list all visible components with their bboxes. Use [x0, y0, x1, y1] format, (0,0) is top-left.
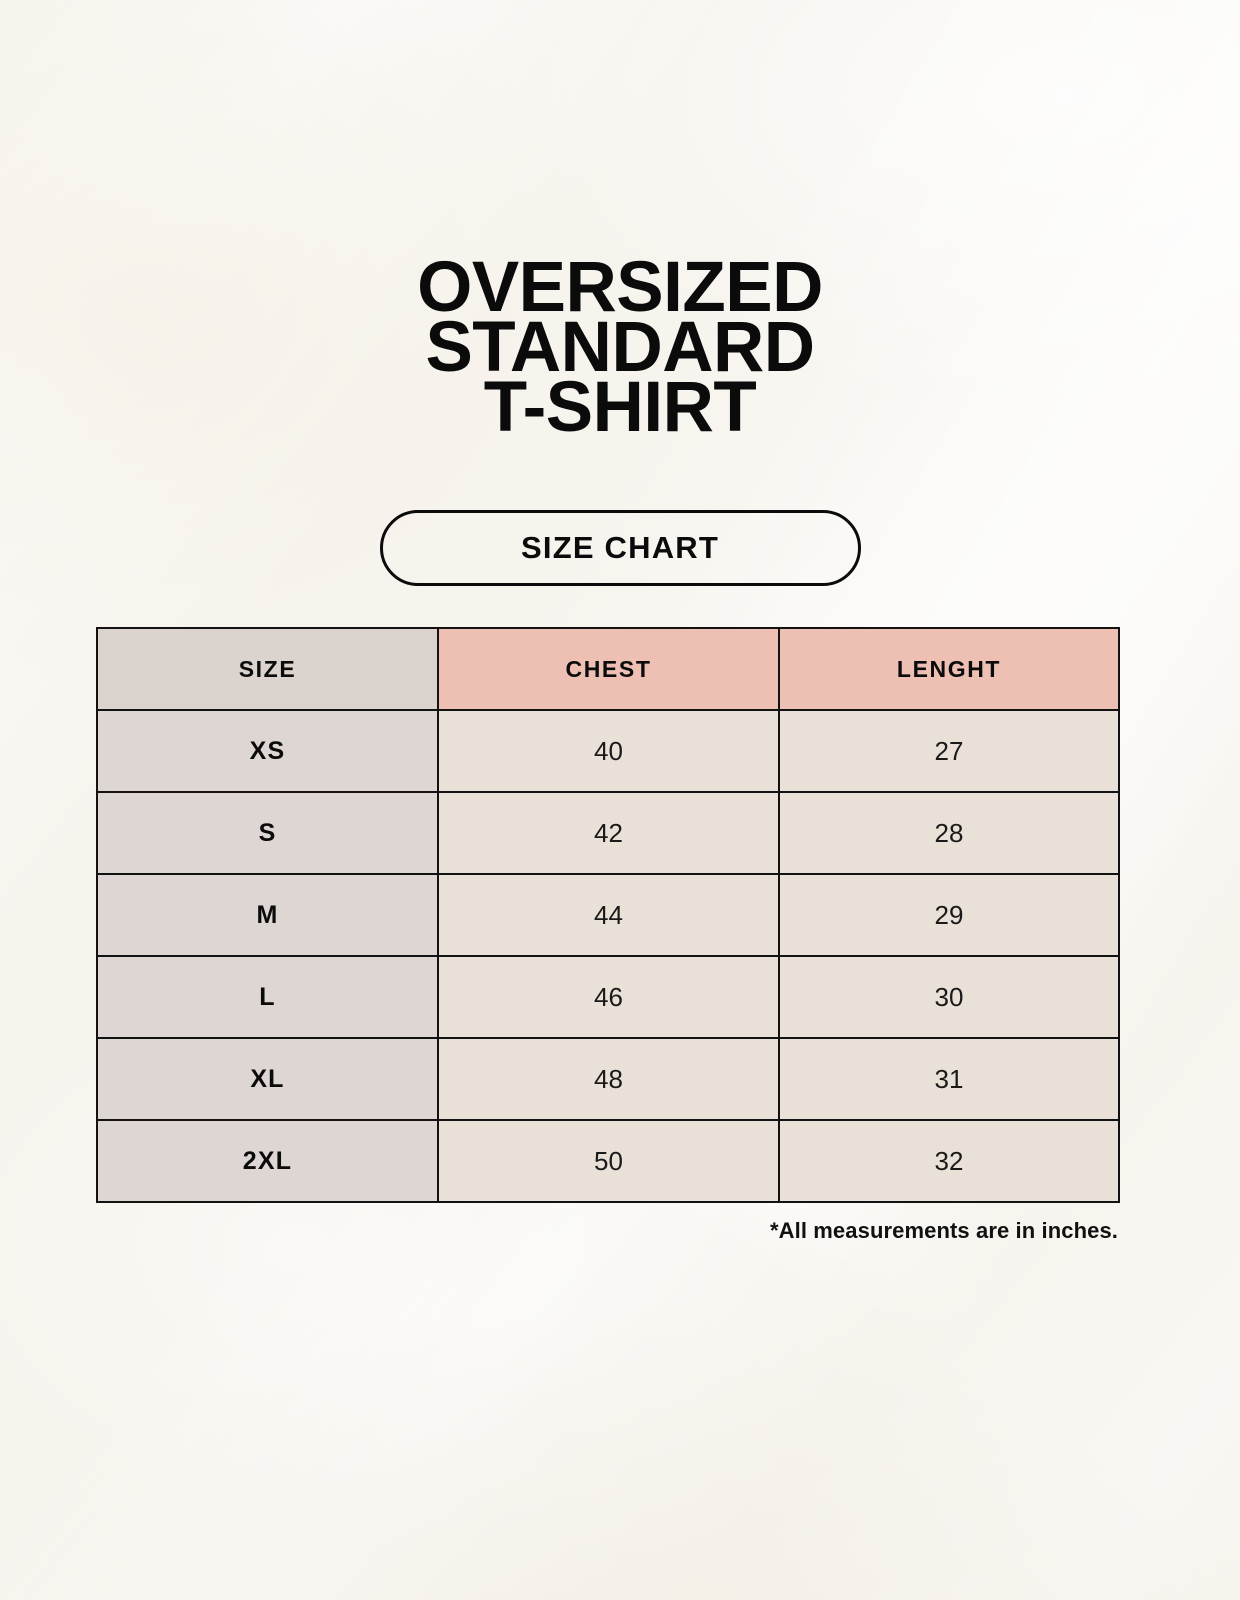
size-chart-badge: SIZE CHART: [379, 510, 861, 586]
cell-chest: 46: [437, 955, 780, 1039]
cell-chest: 42: [437, 791, 780, 875]
table-header-row: SIZE CHEST LENGHT: [96, 627, 1120, 711]
table-row: 2XL 50 32: [96, 1119, 1120, 1203]
title-line-3: T-SHIRT: [483, 368, 757, 447]
column-header-length: LENGHT: [778, 627, 1120, 711]
cell-chest: 44: [437, 873, 780, 957]
cell-chest: 40: [437, 709, 780, 793]
cell-size: M: [96, 873, 439, 957]
table-row: XL 48 31: [96, 1037, 1120, 1121]
table-row: M 44 29: [96, 873, 1120, 957]
cell-chest: 48: [437, 1037, 780, 1121]
size-chart-table: SIZE CHEST LENGHT XS 40 27 S 42 28 M 44 …: [96, 627, 1120, 1203]
cell-size: L: [96, 955, 439, 1039]
table-body: XS 40 27 S 42 28 M 44 29 L 46 30 XL 48: [96, 709, 1120, 1203]
cell-size: XS: [96, 709, 439, 793]
cell-length: 28: [778, 791, 1120, 875]
column-header-chest: CHEST: [437, 627, 780, 711]
table-row: L 46 30: [96, 955, 1120, 1039]
cell-chest: 50: [437, 1119, 780, 1203]
size-chart-badge-container: SIZE CHART: [0, 510, 1240, 586]
cell-length: 32: [778, 1119, 1120, 1203]
cell-length: 27: [778, 709, 1120, 793]
cell-size: 2XL: [96, 1119, 439, 1203]
table-head: SIZE CHEST LENGHT: [96, 627, 1120, 711]
measurement-footnote: *All measurements are in inches.: [769, 1218, 1118, 1243]
cell-size: S: [96, 791, 439, 875]
cell-length: 30: [778, 955, 1120, 1039]
cell-length: 29: [778, 873, 1120, 957]
cell-length: 31: [778, 1037, 1120, 1121]
table-row: S 42 28: [96, 791, 1120, 875]
cell-size: XL: [96, 1037, 439, 1121]
table-row: XS 40 27: [96, 709, 1120, 793]
size-chart-badge-label: SIZE CHART: [521, 530, 719, 565]
column-header-size: SIZE: [96, 627, 439, 711]
page-title: OVERSIZED STANDARD T-SHIRT: [0, 252, 1240, 447]
